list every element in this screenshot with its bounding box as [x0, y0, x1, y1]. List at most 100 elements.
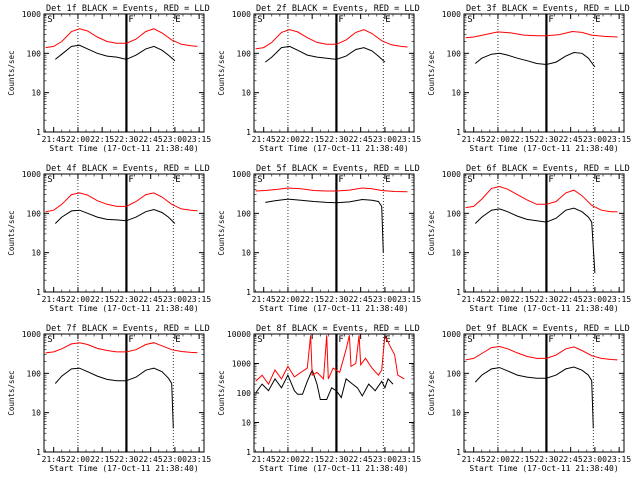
x-tick-label: 23:15 — [397, 455, 421, 464]
x-tick-label: 22:00 — [66, 295, 90, 304]
plot-frame — [463, 173, 625, 293]
y-axis-label: Counts/sec — [7, 370, 16, 415]
y-tick-label: 1 — [246, 128, 251, 137]
y-axis-label: Counts/sec — [7, 50, 16, 95]
series-events-line — [54, 44, 176, 62]
marker-e: E — [595, 335, 600, 345]
x-tick-label: 22:30 — [324, 135, 348, 144]
x-tick-label: 22:45 — [349, 295, 373, 304]
y-tick-label: 1000 — [442, 330, 461, 339]
x-tick-label: 22:30 — [324, 295, 348, 304]
series-events-line — [264, 45, 386, 63]
chart-title: Det 8f BLACK = Events, RED = LLD — [256, 324, 420, 334]
marker-s: S — [257, 175, 262, 185]
marker-s: S — [467, 15, 472, 25]
y-axis-label: Counts/sec — [217, 370, 226, 415]
plot-frame — [43, 333, 205, 453]
x-tick-label: 22:00 — [276, 135, 300, 144]
x-tick-label: 23:15 — [187, 135, 211, 144]
x-tick-label: 22:15 — [300, 455, 324, 464]
y-axis-label: Counts/sec — [7, 210, 16, 255]
x-tick-label: 22:30 — [114, 295, 138, 304]
marker-e: E — [595, 15, 600, 25]
x-tick-label: 22:15 — [90, 295, 114, 304]
x-tick-label: 22:15 — [510, 135, 534, 144]
x-tick-label: 22:15 — [510, 295, 534, 304]
x-tick-label: 21:45 — [252, 295, 276, 304]
x-tick-label: 22:30 — [534, 295, 558, 304]
y-tick-label: 1 — [246, 288, 251, 297]
plot-frame — [253, 173, 415, 293]
x-tick-label: 22:45 — [139, 295, 163, 304]
x-tick-label: 22:15 — [90, 455, 114, 464]
y-tick-label: 1000 — [232, 10, 251, 19]
y-tick-label: 100 — [27, 209, 42, 218]
marker-s: S — [257, 335, 262, 345]
y-tick-label: 1000 — [22, 170, 41, 179]
x-tick-label: 23:00 — [583, 135, 607, 144]
y-tick-label: 100 — [447, 209, 462, 218]
x-tick-label: 22:00 — [66, 455, 90, 464]
y-axis-label: Counts/sec — [427, 210, 436, 255]
chart-title: Det 5f BLACK = Events, RED = LLD — [256, 164, 420, 174]
y-tick-label: 10 — [451, 409, 461, 418]
marker-f: F — [128, 175, 133, 185]
marker-f: F — [548, 175, 553, 185]
plot-frame — [43, 13, 205, 133]
x-tick-label: 21:45 — [252, 455, 276, 464]
y-tick-label: 100 — [27, 369, 42, 378]
marker-s: S — [257, 15, 262, 25]
series-lld-line — [465, 345, 618, 361]
marker-s: S — [47, 335, 52, 345]
y-tick-label: 1000 — [22, 330, 41, 339]
x-axis-label: Start Time (17-Oct-11 21:38:40) — [469, 304, 618, 313]
y-tick-label: 1 — [36, 128, 41, 137]
x-tick-label: 23:00 — [163, 295, 187, 304]
y-tick-label: 1 — [456, 128, 461, 137]
y-tick-label: 10 — [31, 89, 41, 98]
x-tick-label: 22:00 — [486, 135, 510, 144]
marker-f: F — [548, 335, 553, 345]
series-events-line — [54, 208, 176, 224]
x-tick-label: 22:45 — [139, 135, 163, 144]
x-tick-label: 22:15 — [300, 295, 324, 304]
marker-f: F — [338, 175, 343, 185]
marker-e: E — [385, 335, 390, 345]
marker-e: E — [385, 175, 390, 185]
x-tick-label: 23:15 — [607, 135, 631, 144]
x-tick-label: 21:45 — [42, 455, 66, 464]
series-events-line — [474, 207, 596, 274]
marker-e: E — [175, 175, 180, 185]
x-tick-label: 22:00 — [276, 295, 300, 304]
x-tick-label: 23:00 — [373, 135, 397, 144]
x-tick-label: 23:00 — [583, 295, 607, 304]
y-tick-label: 1000 — [442, 170, 461, 179]
x-tick-label: 22:30 — [534, 455, 558, 464]
x-tick-label: 21:45 — [42, 135, 66, 144]
series-lld-line — [255, 334, 405, 386]
marker-e: E — [175, 15, 180, 25]
x-tick-label: 23:00 — [373, 455, 397, 464]
y-tick-label: 1 — [36, 448, 41, 457]
marker-s: S — [467, 335, 472, 345]
y-tick-label: 1000 — [232, 170, 251, 179]
chart-title: Det 6f BLACK = Events, RED = LLD — [466, 164, 630, 174]
x-tick-label: 22:15 — [300, 135, 324, 144]
x-tick-label: 22:15 — [90, 135, 114, 144]
x-tick-label: 23:00 — [163, 455, 187, 464]
x-tick-label: 23:15 — [607, 295, 631, 304]
x-tick-label: 22:15 — [510, 455, 534, 464]
x-tick-label: 22:45 — [349, 455, 373, 464]
marker-f: F — [338, 15, 343, 25]
y-tick-label: 10 — [31, 249, 41, 258]
y-axis-label: Counts/sec — [427, 50, 436, 95]
y-tick-label: 1 — [246, 448, 251, 457]
series-group — [45, 342, 198, 429]
x-tick-label: 23:15 — [397, 295, 421, 304]
x-tick-label: 22:45 — [349, 135, 373, 144]
